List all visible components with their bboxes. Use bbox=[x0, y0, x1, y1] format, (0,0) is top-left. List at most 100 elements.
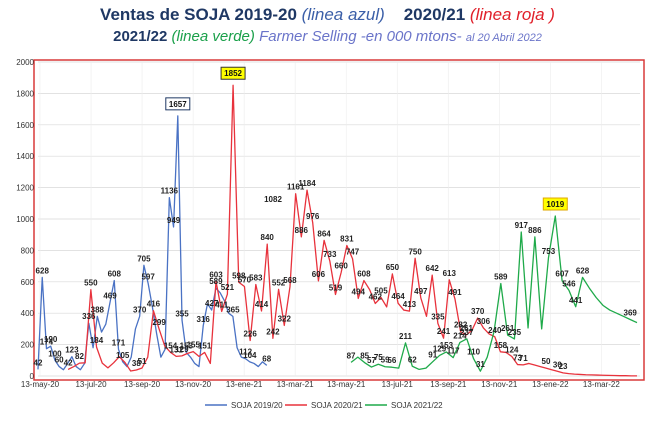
y-tick-label: 1400 bbox=[16, 152, 34, 161]
data-label: 552 bbox=[272, 278, 286, 287]
y-tick-label: 1600 bbox=[16, 121, 34, 130]
data-label: 226 bbox=[243, 330, 257, 339]
title-part-6: (linea verde) bbox=[171, 28, 255, 45]
data-label: 110 bbox=[467, 348, 480, 357]
x-tick-label: 13-ene-22 bbox=[532, 380, 569, 389]
legend-label: SOJA 2019/20 bbox=[231, 401, 283, 410]
title-part-1: Ventas de SOJA 2019-20 bbox=[100, 5, 297, 24]
data-label: 38 bbox=[132, 359, 141, 368]
data-label: 316 bbox=[197, 315, 211, 324]
data-label: 414 bbox=[255, 300, 269, 309]
data-label: 568 bbox=[283, 276, 297, 285]
data-label: 322 bbox=[278, 314, 292, 323]
data-label: 464 bbox=[391, 292, 405, 301]
peak-annotation-box bbox=[542, 197, 568, 211]
y-tick-label: 1000 bbox=[16, 215, 34, 224]
data-label: 105 bbox=[116, 351, 130, 360]
series-line-2 bbox=[67, 84, 637, 377]
data-label: 87 bbox=[347, 351, 356, 360]
data-label: 608 bbox=[357, 270, 371, 279]
data-label: 413 bbox=[403, 300, 417, 309]
data-label: 840 bbox=[261, 233, 275, 242]
data-label: 299 bbox=[152, 318, 166, 327]
data-label: 606 bbox=[312, 270, 326, 279]
data-label: 416 bbox=[147, 300, 161, 309]
data-label: 261 bbox=[460, 324, 474, 333]
x-tick-label: 13-may-20 bbox=[21, 380, 60, 389]
x-tick-label: 13-sep-21 bbox=[430, 380, 467, 389]
data-label: 242 bbox=[266, 327, 280, 336]
y-tick-label: 2000 bbox=[16, 58, 34, 67]
data-label: 521 bbox=[221, 283, 235, 292]
x-tick-label: 13-may-21 bbox=[327, 380, 366, 389]
data-label: 31 bbox=[476, 360, 485, 369]
y-tick-label: 800 bbox=[21, 246, 35, 255]
data-label: 131 bbox=[170, 345, 184, 354]
peak-annotation-label: 1657 bbox=[169, 100, 187, 109]
x-tick-label: 13-ene-21 bbox=[226, 380, 263, 389]
data-label: 949 bbox=[167, 216, 181, 225]
data-label: 82 bbox=[75, 352, 84, 361]
series-line-1 bbox=[37, 115, 268, 371]
data-label: 1136 bbox=[161, 187, 179, 196]
data-label: 608 bbox=[108, 270, 122, 279]
data-label: 56 bbox=[387, 356, 396, 365]
data-label: 369 bbox=[624, 308, 638, 317]
data-label: 370 bbox=[133, 305, 147, 314]
data-label: 628 bbox=[576, 266, 590, 275]
data-label: 85 bbox=[360, 352, 369, 361]
y-tick-label: 200 bbox=[21, 341, 35, 350]
data-label: 57 bbox=[367, 356, 376, 365]
data-label: 598 bbox=[232, 271, 246, 280]
data-label: 261 bbox=[501, 324, 515, 333]
data-label: 628 bbox=[36, 266, 50, 275]
data-label: 864 bbox=[317, 229, 331, 238]
data-label: 104 bbox=[243, 351, 257, 360]
x-tick-label: 13-mar-22 bbox=[583, 380, 620, 389]
data-label: 214 bbox=[453, 331, 467, 340]
data-label: 129 bbox=[433, 344, 447, 353]
data-label: 370 bbox=[471, 307, 485, 316]
data-label: 129 bbox=[175, 345, 189, 354]
data-label: 750 bbox=[408, 247, 422, 256]
data-label: 462 bbox=[369, 292, 383, 301]
data-label: 75 bbox=[374, 353, 383, 362]
data-label: 613 bbox=[443, 269, 457, 278]
peak-annotation-label: 1019 bbox=[546, 200, 564, 209]
data-label: 241 bbox=[437, 327, 451, 336]
data-label: 23 bbox=[559, 362, 568, 371]
data-label: 190 bbox=[44, 335, 58, 344]
y-tick-label: 1200 bbox=[16, 184, 34, 193]
data-label: 494 bbox=[352, 287, 366, 296]
y-tick-label: 600 bbox=[21, 278, 35, 287]
series-line-3 bbox=[350, 215, 638, 372]
x-tick-label: 13-jul-20 bbox=[75, 380, 107, 389]
data-label: 235 bbox=[508, 328, 522, 337]
data-label: 583 bbox=[249, 273, 263, 282]
x-tick-label: 13-nov-20 bbox=[175, 380, 212, 389]
x-tick-label: 13-nov-21 bbox=[481, 380, 518, 389]
data-label: 497 bbox=[414, 287, 428, 296]
data-label: 153 bbox=[440, 341, 454, 350]
title-part-4: (linea roja ) bbox=[469, 5, 555, 24]
data-label: 505 bbox=[374, 287, 388, 296]
data-label: 306 bbox=[477, 317, 491, 326]
peak-annotation-box bbox=[165, 97, 191, 111]
x-tick-label: 13-jul-21 bbox=[382, 380, 414, 389]
data-label: 411 bbox=[215, 300, 228, 309]
data-label: 124 bbox=[505, 346, 519, 355]
title-part-3: 2020/21 bbox=[403, 5, 466, 24]
data-label: 158 bbox=[494, 341, 508, 350]
y-tick-label: 400 bbox=[21, 309, 35, 318]
data-label: 886 bbox=[295, 226, 309, 235]
data-label: 660 bbox=[334, 261, 348, 270]
data-label: 336 bbox=[82, 312, 96, 321]
data-label: 30 bbox=[553, 360, 562, 369]
data-label: 60 bbox=[55, 356, 64, 365]
data-label: 365 bbox=[226, 305, 240, 314]
data-label: 1184 bbox=[298, 179, 316, 188]
data-label: 151 bbox=[198, 341, 212, 350]
data-label: 71 bbox=[519, 354, 528, 363]
data-label: 355 bbox=[175, 309, 189, 318]
